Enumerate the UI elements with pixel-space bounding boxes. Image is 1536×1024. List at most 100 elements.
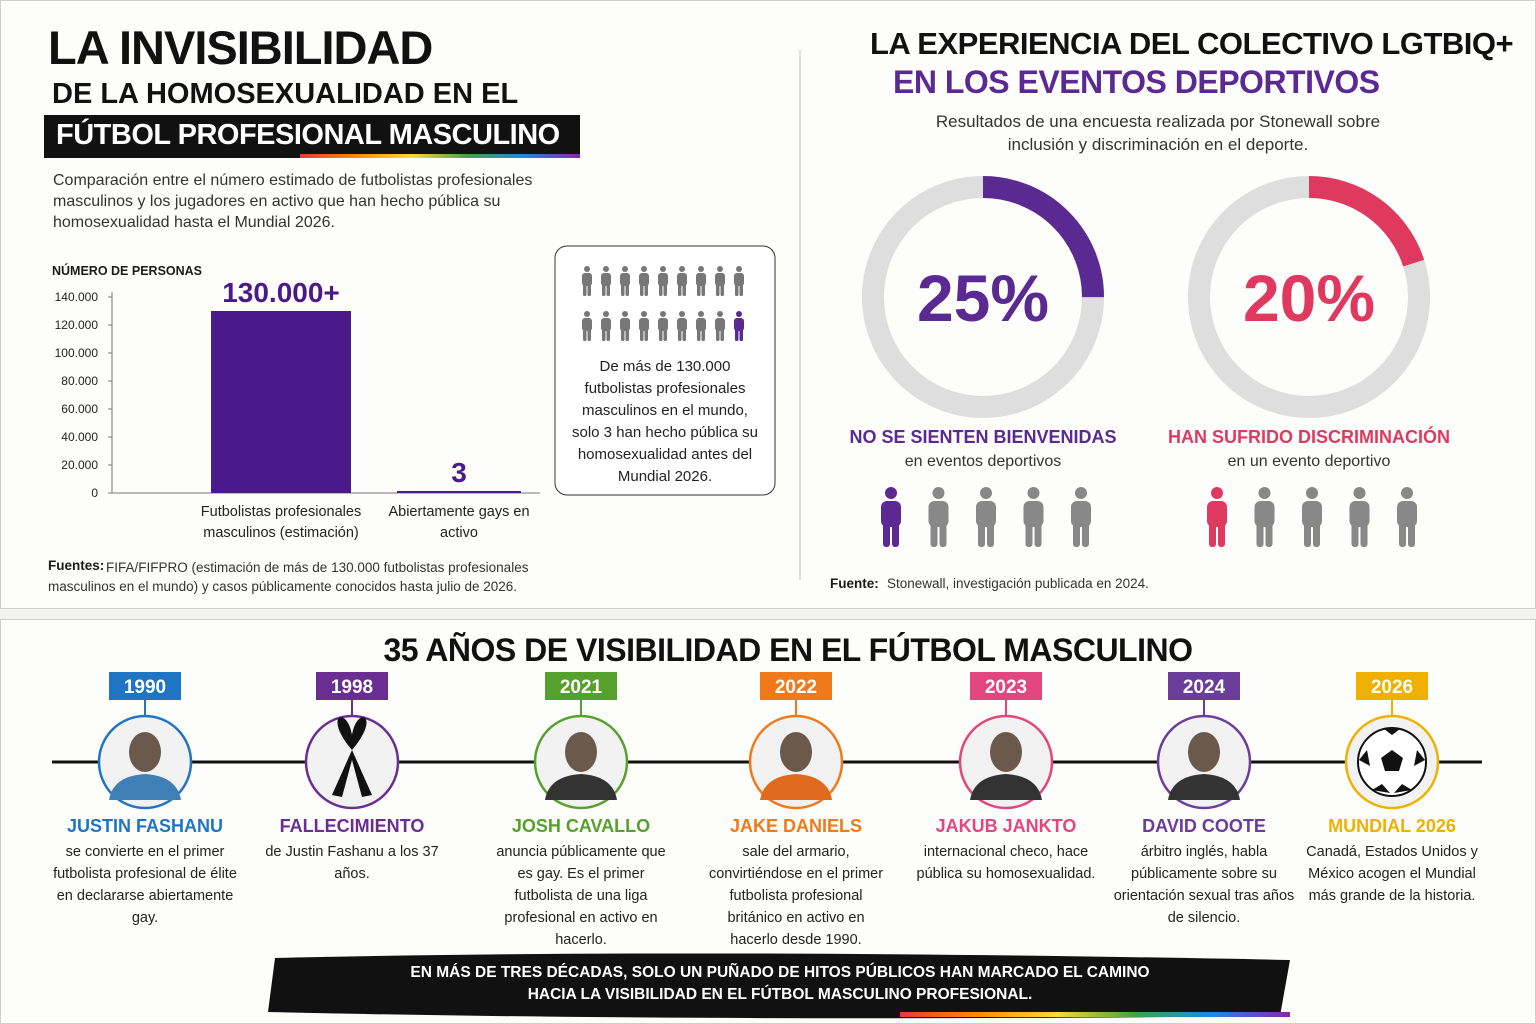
icon-head: [1353, 487, 1366, 499]
icon-head: [736, 311, 742, 317]
portrait-head: [1188, 732, 1220, 772]
icon-leg: [659, 328, 663, 341]
timeline-title: 35 AÑOS DE VISIBILIDAD EN EL FÚTBOL MASC…: [383, 632, 1193, 668]
icon-leg: [606, 328, 610, 341]
icon-body: [677, 273, 687, 286]
donut-sublabel: en un evento deportivo: [1227, 453, 1391, 470]
icon-head: [698, 311, 704, 317]
icon-leg: [735, 283, 739, 296]
icon-head: [622, 266, 628, 272]
callout-text: De más de 130.000 futbolistas profesiona…: [572, 358, 758, 485]
event-name: DAVID COOTE: [1142, 816, 1266, 836]
y-axis-label: NÚMERO DE PERSONAS: [52, 264, 203, 278]
ribbon-icon: [332, 717, 372, 797]
year-badge: [760, 672, 832, 700]
portrait-head: [990, 732, 1022, 772]
portrait-head: [780, 732, 812, 772]
year-label: 1998: [331, 677, 373, 698]
icon-head: [736, 266, 742, 272]
y-tick-label: 20.000: [61, 458, 98, 472]
ball-patch: [1359, 729, 1425, 793]
banner-line-2: HACIA LA VISIBILIDAD EN EL FÚTBOL MASCUL…: [527, 986, 1033, 1003]
icon-head: [932, 487, 945, 499]
event-name: MUNDIAL 2026: [1328, 816, 1456, 836]
source-label: Fuentes:: [48, 558, 105, 573]
icon-leg: [587, 283, 591, 296]
person-icon: [601, 311, 611, 341]
icon-leg: [583, 283, 587, 296]
icon-leg: [1073, 521, 1080, 547]
icon-leg: [739, 283, 743, 296]
icon-leg: [697, 283, 701, 296]
x-category-label: Abiertamente gays en activo: [388, 504, 530, 541]
year-badge: [109, 672, 181, 700]
icon-leg: [625, 283, 629, 296]
icon-leg: [716, 283, 720, 296]
icon-leg: [1351, 521, 1359, 547]
icon-leg: [659, 283, 663, 296]
year-badge: [316, 672, 388, 700]
icon-leg: [1408, 521, 1415, 547]
event-name: JUSTIN FASHANU: [66, 816, 223, 836]
right-source-text: Stonewall, investigación publicada en 20…: [887, 576, 1149, 591]
icon-body: [601, 318, 611, 331]
icon-head: [1306, 487, 1318, 499]
person-icon: [928, 487, 949, 547]
icon-head: [717, 266, 723, 272]
icon-head: [679, 266, 685, 272]
person-icon: [639, 266, 649, 296]
y-tick-label: 100.000: [55, 346, 99, 360]
icon-leg: [892, 521, 899, 547]
event-name: JAKE DANIELS: [729, 816, 863, 836]
icon-body: [658, 318, 668, 331]
icon-leg: [583, 328, 587, 341]
year-label: 2021: [560, 677, 603, 698]
icon-body: [715, 318, 725, 331]
icon-head: [660, 311, 666, 317]
person-icon: [677, 311, 687, 341]
icon-leg: [625, 328, 629, 341]
icon-head: [1258, 487, 1271, 499]
person-icon: [1071, 487, 1091, 547]
icon-body: [1349, 501, 1370, 527]
icon-body: [881, 501, 901, 527]
icon-body: [1071, 501, 1091, 527]
icon-head: [885, 487, 897, 499]
icon-leg: [1218, 521, 1225, 547]
icon-body: [1302, 501, 1322, 527]
bar: [397, 491, 521, 493]
icon-leg: [621, 328, 625, 341]
person-icon: [620, 266, 630, 296]
icon-leg: [978, 521, 985, 547]
icon-head: [717, 311, 723, 317]
icon-leg: [644, 283, 648, 296]
banner-brush: [268, 953, 1290, 1019]
person-icon: [734, 266, 744, 296]
right-title-1: LA EXPERIENCIA DEL COLECTIVO LGTBIQ+: [870, 26, 1514, 61]
icon-body: [620, 318, 630, 331]
icon-leg: [701, 328, 705, 341]
right-subtitle: Resultados de una encuesta realizada por…: [935, 112, 1381, 154]
icon-head: [622, 311, 628, 317]
icon-leg: [1025, 521, 1033, 547]
donut-value: 20%: [1243, 261, 1375, 335]
person-icon: [715, 266, 725, 296]
person-icon: [734, 311, 744, 341]
icon-body: [696, 318, 706, 331]
person-icon: [1397, 487, 1417, 547]
person-icon: [677, 266, 687, 296]
icon-leg: [701, 283, 705, 296]
bar: [211, 311, 351, 493]
year-label: 2022: [775, 677, 817, 698]
icon-leg: [1304, 521, 1311, 547]
person-icon: [582, 266, 592, 296]
icon-head: [584, 311, 590, 317]
person-icon: [1207, 487, 1227, 547]
person-icon: [976, 487, 996, 547]
banner-rainbow: [900, 1012, 1290, 1017]
event-text: árbitro inglés, habla públicamente sobre…: [1113, 844, 1295, 926]
donut-label: HAN SUFRIDO DISCRIMINACIÓN: [1168, 427, 1450, 447]
icon-leg: [678, 283, 682, 296]
icon-leg: [1360, 521, 1368, 547]
